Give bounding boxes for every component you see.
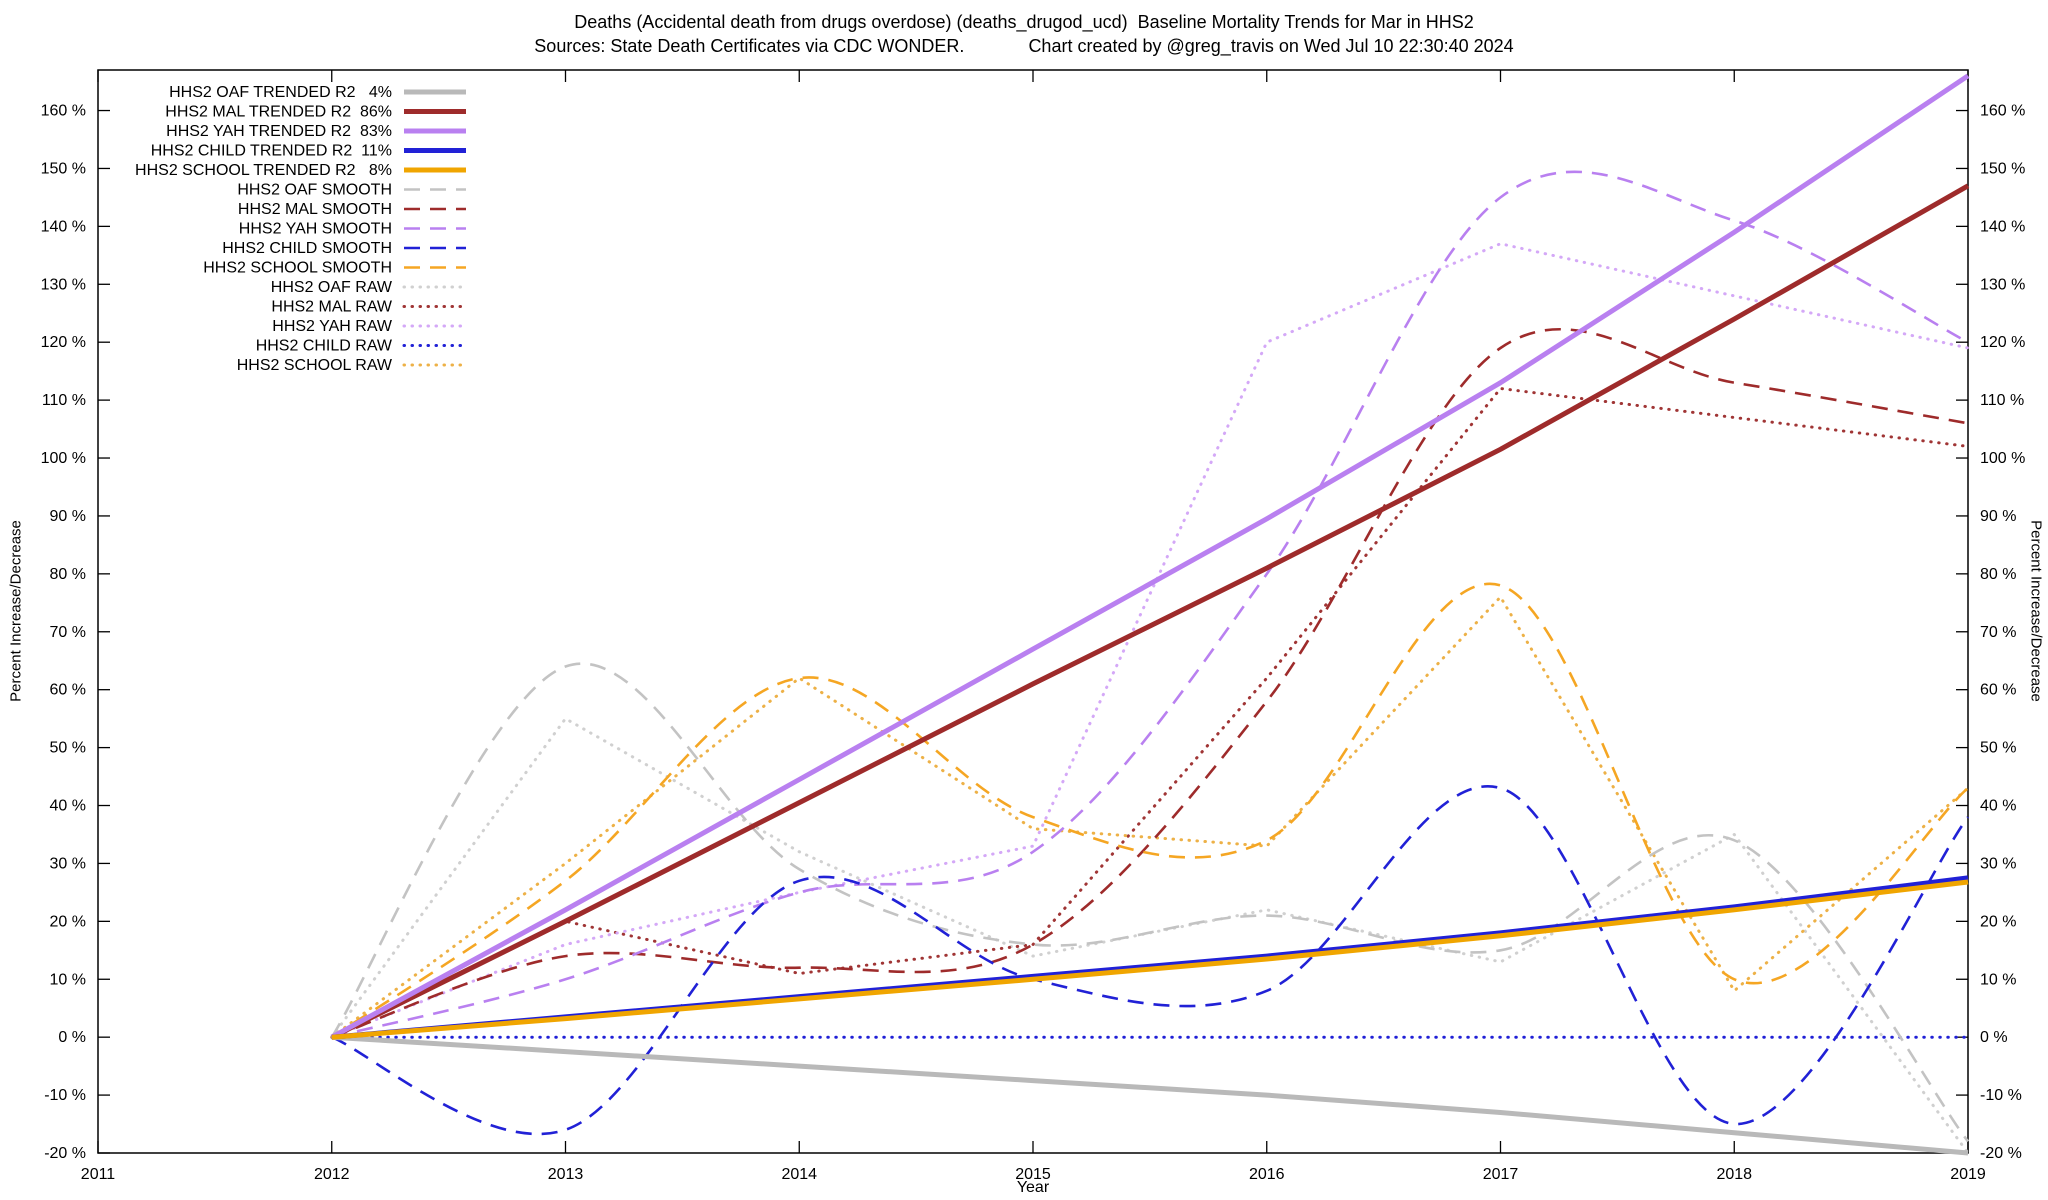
series-line-hhs2-yah-trended bbox=[330, 73, 1970, 1040]
series-line-hhs2-mal-raw bbox=[330, 387, 1970, 1039]
x-tick-label: 2014 bbox=[781, 1166, 817, 1183]
series-line-hhs2-school-raw bbox=[330, 595, 1970, 1039]
legend-label-hhs2-yah-raw: HHS2 YAH RAW bbox=[272, 318, 393, 335]
legend-label-hhs2-school-raw: HHS2 SCHOOL RAW bbox=[237, 357, 393, 374]
chart-subtitle: Sources: State Death Certificates via CD… bbox=[0, 36, 2048, 57]
legend-label-hhs2-mal-raw: HHS2 MAL RAW bbox=[271, 299, 393, 316]
x-tick-label: 2013 bbox=[548, 1166, 584, 1183]
series-line-hhs2-yah-raw bbox=[330, 242, 1970, 1039]
y-tick-label-right: 10 % bbox=[1980, 971, 2016, 988]
y-tick-label-left: 120 % bbox=[41, 334, 86, 351]
legend-label-hhs2-yah-trended: HHS2 YAH TRENDED R2 83% bbox=[166, 123, 392, 140]
y-tick-label-right: -10 % bbox=[1980, 1087, 2022, 1104]
y-tick-label-left: 40 % bbox=[50, 798, 86, 815]
legend-label-hhs2-oaf-trended: HHS2 OAF TRENDED R2 4% bbox=[169, 84, 392, 101]
y-tick-label-left: 0 % bbox=[58, 1029, 86, 1046]
y-tick-label-left: 160 % bbox=[41, 103, 86, 120]
x-tick-label: 2011 bbox=[81, 1166, 116, 1183]
series-line-hhs2-mal-smooth bbox=[331, 328, 1969, 1039]
y-tick-label-right: 150 % bbox=[1980, 160, 2025, 177]
y-tick-label-left: 80 % bbox=[50, 566, 86, 583]
legend-label-hhs2-child-raw: HHS2 CHILD RAW bbox=[256, 338, 393, 355]
chart-sources: Sources: State Death Certificates via CD… bbox=[534, 36, 965, 56]
y-tick-label-right: 140 % bbox=[1980, 218, 2025, 235]
y-tick-label-right: 110 % bbox=[1980, 392, 2024, 409]
series-line-hhs2-yah-smooth bbox=[331, 170, 1969, 1039]
y-tick-label-right: 70 % bbox=[1980, 624, 2016, 641]
series-line-hhs2-child-smooth bbox=[331, 785, 1970, 1136]
legend-label-hhs2-oaf-smooth: HHS2 OAF SMOOTH bbox=[237, 182, 392, 199]
y-tick-label-right: 30 % bbox=[1980, 855, 2016, 872]
series-line-hhs2-school-trended bbox=[331, 879, 1969, 1040]
y-tick-label-left: 30 % bbox=[50, 855, 86, 872]
legend-label-hhs2-school-trended: HHS2 SCHOOL TRENDED R2 8% bbox=[135, 162, 392, 179]
legend-label-hhs2-yah-smooth: HHS2 YAH SMOOTH bbox=[239, 221, 392, 238]
legend-label-hhs2-mal-trended: HHS2 MAL TRENDED R2 86% bbox=[165, 104, 392, 121]
y-tick-label-left: 100 % bbox=[41, 450, 86, 467]
y-tick-label-right: 130 % bbox=[1980, 276, 2025, 293]
y-tick-label-left: 10 % bbox=[50, 971, 86, 988]
y-tick-label-left: -20 % bbox=[44, 1145, 86, 1162]
x-tick-label: 2012 bbox=[314, 1166, 350, 1183]
legend-label-hhs2-child-smooth: HHS2 CHILD SMOOTH bbox=[222, 240, 392, 257]
legend-label-hhs2-mal-smooth: HHS2 MAL SMOOTH bbox=[238, 201, 392, 218]
chart-credit: Chart created by @greg_travis on Wed Jul… bbox=[1028, 36, 1514, 56]
series-line-hhs2-oaf-trended bbox=[331, 1034, 1969, 1156]
y-tick-label-left: -10 % bbox=[44, 1087, 86, 1104]
y-tick-label-left: 90 % bbox=[50, 508, 86, 525]
series-line-hhs2-school-smooth bbox=[331, 582, 1969, 1039]
x-tick-label: 2019 bbox=[1950, 1166, 1986, 1183]
y-tick-label-left: 50 % bbox=[50, 740, 86, 757]
y-tick-label-left: 70 % bbox=[50, 624, 86, 641]
y-tick-label-left: 110 % bbox=[42, 392, 86, 409]
x-tick-label: 2016 bbox=[1249, 1166, 1285, 1183]
x-axis-label: Year bbox=[1016, 1179, 1050, 1196]
chart-title: Deaths (Accidental death from drugs over… bbox=[574, 12, 1474, 32]
y-tick-label-right: 50 % bbox=[1980, 740, 2016, 757]
y-tick-label-right: -20 % bbox=[1980, 1145, 2022, 1162]
x-tick-label: 2015 bbox=[1015, 1166, 1051, 1183]
y-tick-label-right: 100 % bbox=[1980, 450, 2025, 467]
y-tick-label-right: 40 % bbox=[1980, 798, 2016, 815]
y-tick-label-right: 80 % bbox=[1980, 566, 2016, 583]
y-tick-label-left: 60 % bbox=[50, 682, 86, 699]
y-tick-label-left: 20 % bbox=[50, 913, 86, 930]
y-tick-label-right: 120 % bbox=[1980, 334, 2025, 351]
series-line-hhs2-oaf-smooth bbox=[330, 662, 1970, 1143]
y-tick-label-left: 150 % bbox=[41, 160, 86, 177]
legend-label-hhs2-school-smooth: HHS2 SCHOOL SMOOTH bbox=[203, 260, 392, 277]
y-tick-label-left: 130 % bbox=[41, 276, 86, 293]
x-tick-label: 2017 bbox=[1483, 1166, 1519, 1183]
y-tick-label-right: 160 % bbox=[1980, 103, 2025, 120]
y-tick-label-right: 20 % bbox=[1980, 913, 2016, 930]
y-tick-label-right: 60 % bbox=[1980, 682, 2016, 699]
y-tick-label-left: 140 % bbox=[41, 218, 86, 235]
y-tick-label-right: 0 % bbox=[1980, 1029, 2008, 1046]
legend-label-hhs2-oaf-raw: HHS2 OAF RAW bbox=[271, 279, 393, 296]
y-tick-label-right: 90 % bbox=[1980, 508, 2016, 525]
legend-label-hhs2-child-trended: HHS2 CHILD TRENDED R2 11% bbox=[151, 143, 392, 160]
x-tick-label: 2018 bbox=[1716, 1166, 1752, 1183]
series-line-hhs2-mal-trended bbox=[330, 183, 1970, 1040]
